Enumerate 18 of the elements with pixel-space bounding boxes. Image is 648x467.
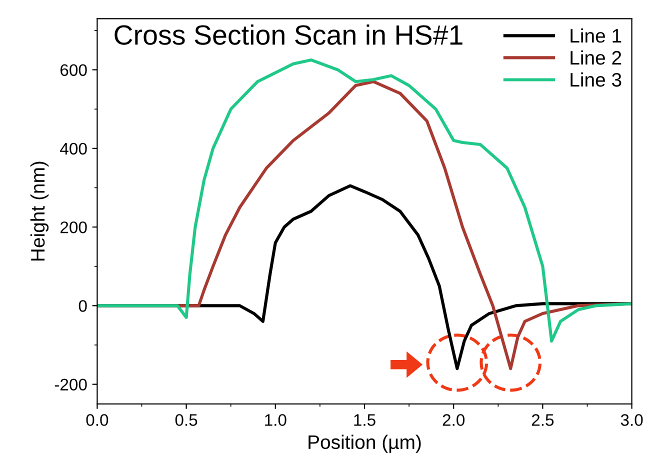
- x-tick-label: 1.0: [265, 414, 286, 426]
- y-tick-label: 200: [60, 221, 87, 234]
- legend-label: Line 3: [570, 72, 622, 87]
- y-tick-label: -200: [54, 378, 87, 390]
- y-tick-label: 400: [60, 142, 87, 155]
- x-tick-label: 2.0: [442, 414, 465, 426]
- chart-title: Cross Section Scan in HS#1: [114, 24, 462, 45]
- y-axis-title: Height (nm): [30, 162, 49, 261]
- y-tick-label: 0: [78, 300, 87, 312]
- x-axis-title: Position (µm): [308, 434, 421, 453]
- x-tick-label: 3.0: [620, 414, 643, 426]
- x-tick-label: 1.5: [354, 414, 376, 426]
- legend-label: Line 2: [570, 50, 622, 65]
- y-tick-label: 600: [60, 64, 87, 76]
- x-tick-label: 0.0: [86, 414, 108, 426]
- x-tick-label: 0.5: [175, 414, 198, 426]
- x-tick-label: 2.5: [532, 414, 554, 426]
- legend-label: Line 1: [570, 28, 622, 43]
